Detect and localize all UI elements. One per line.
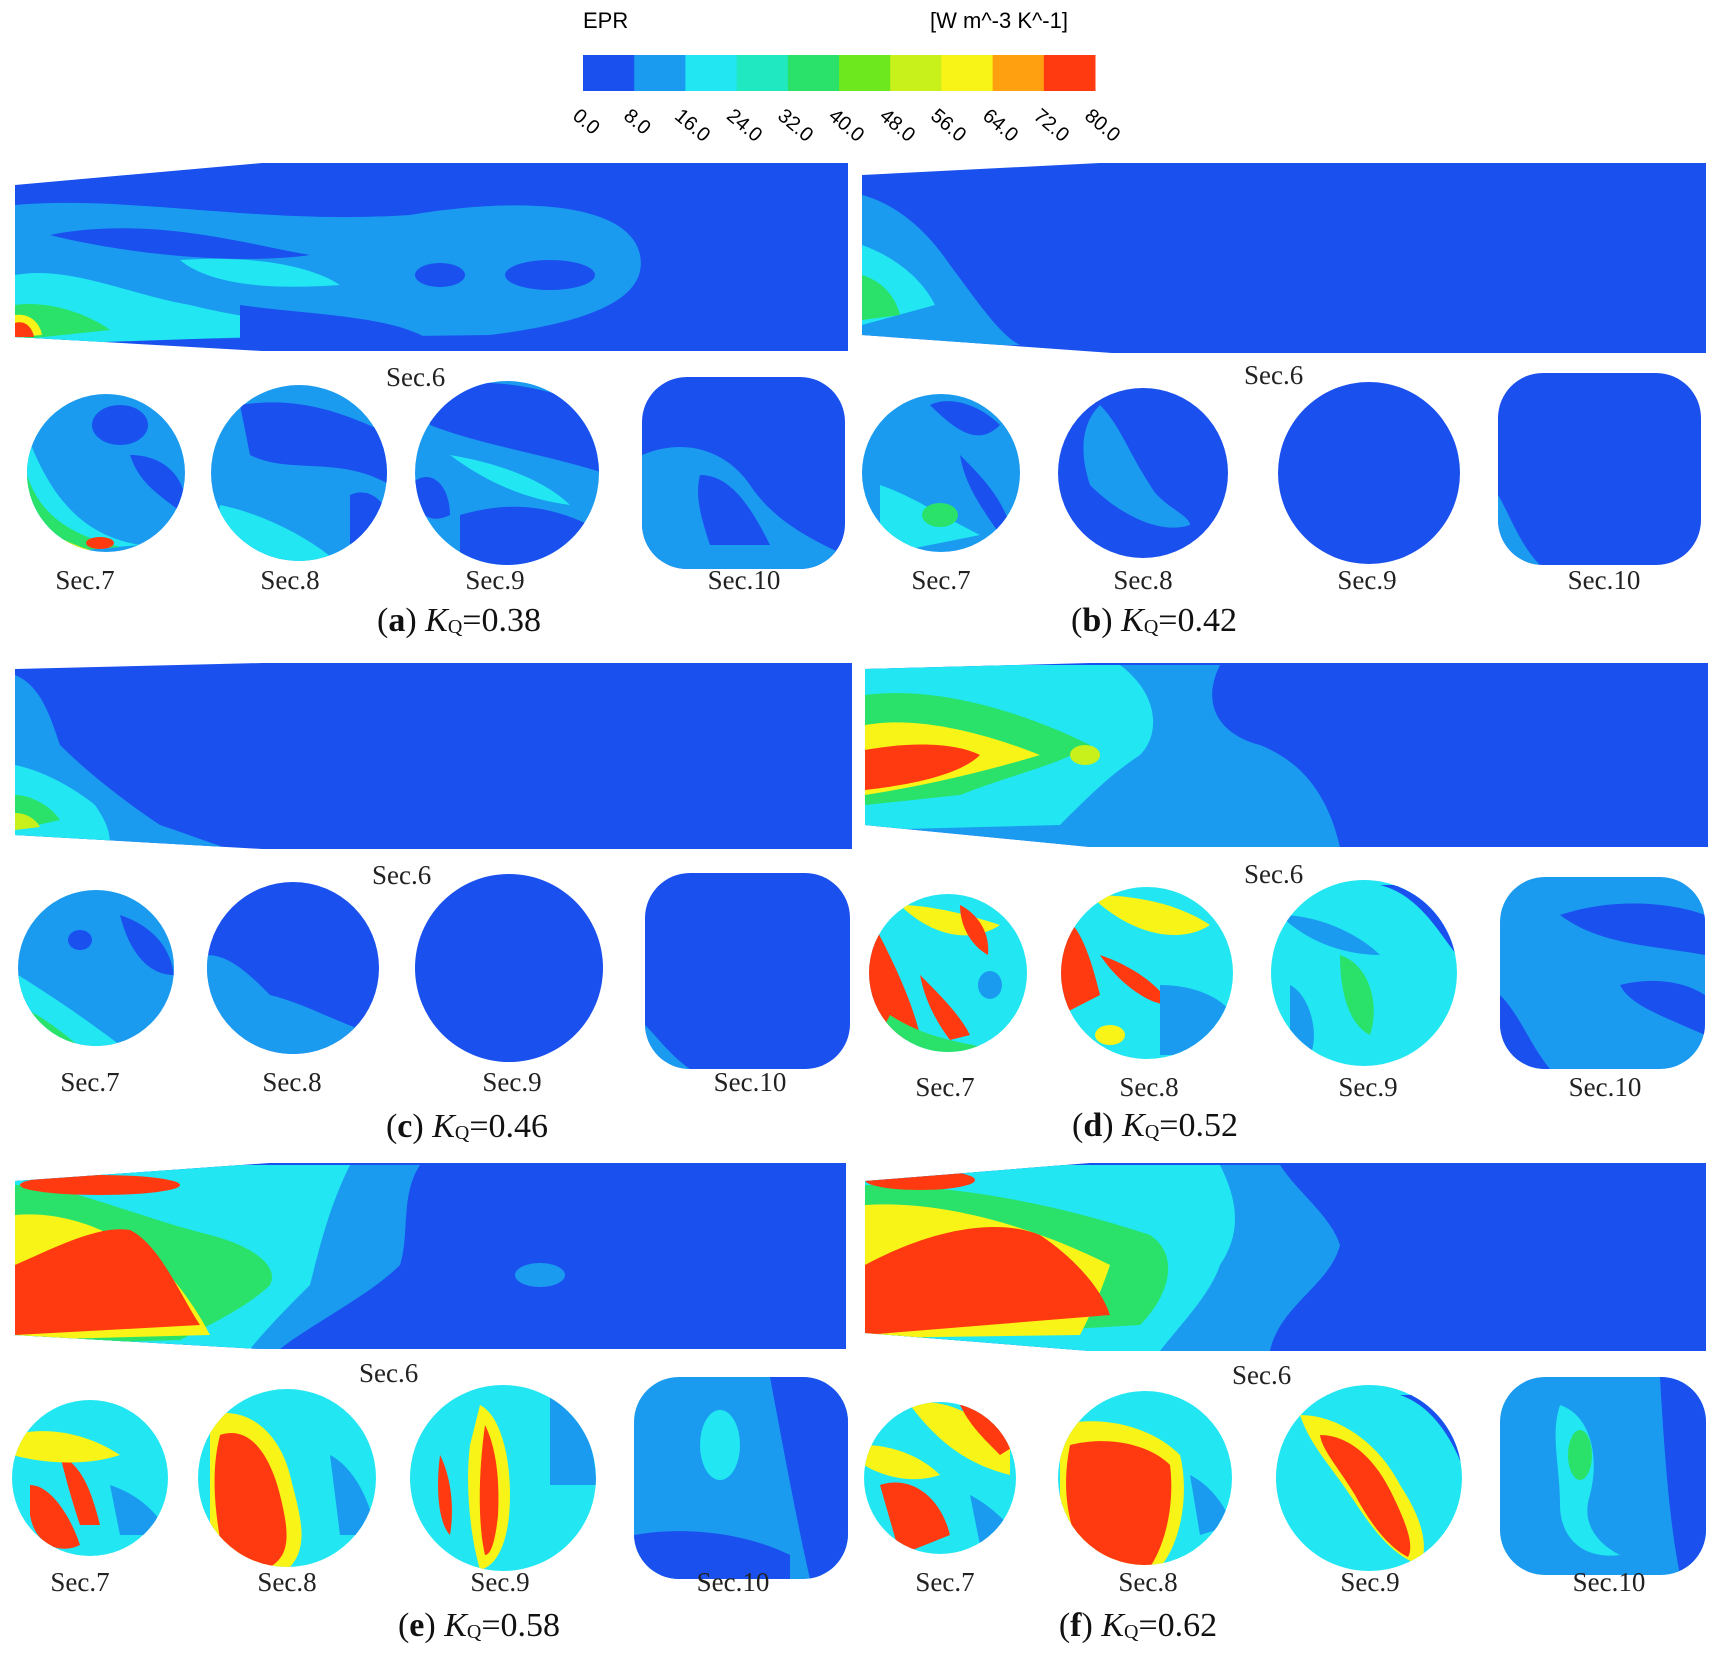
- sec9-label: Sec.9: [482, 1067, 542, 1097]
- legend-swatch: [787, 55, 840, 91]
- color-legend: EPR [W m^-3 K^-1] 0.0 8.0 16.0 24.0 32.0 40.0…: [0, 0, 1719, 160]
- longitudinal-section-sec6: [862, 163, 1706, 353]
- legend-swatch: [1043, 55, 1096, 91]
- legend-swatch: [941, 55, 994, 91]
- sec9-contours: [410, 1385, 596, 1571]
- panel-a: Sec.6 Sec.7 Sec.8 Sec.9 Sec.10 (a) KQ=0.…: [10, 155, 862, 655]
- sec10-label: Sec.10: [1567, 565, 1641, 595]
- legend-swatch: [890, 55, 942, 91]
- sec7-contours: [27, 394, 185, 552]
- sec7-label: Sec.7: [911, 565, 971, 595]
- sec10-contours: [1500, 877, 1705, 1069]
- sec7-label: Sec.7: [915, 1567, 975, 1597]
- sec10-contours: [642, 377, 845, 569]
- sec6-contour-regions: [15, 202, 641, 345]
- sec9-label: Sec.9: [465, 565, 525, 595]
- sec7-label: Sec.7: [50, 1567, 110, 1597]
- sec9-contours: [415, 874, 603, 1062]
- sec9-contours: [1278, 382, 1460, 564]
- sec10-contours: [1498, 373, 1701, 565]
- sec8-label: Sec.8: [262, 1067, 322, 1097]
- panel-caption: (c) KQ=0.46: [385, 1108, 549, 1145]
- sec7-contours: [862, 394, 1020, 552]
- sec8-contours: [1061, 887, 1233, 1059]
- panel-d: Sec.6 Sec.7 Sec.8 Sec.9 Sec.10 (d) KQ=0.…: [860, 655, 1712, 1155]
- panel-c: Sec.6 Sec.7 Sec.8 Sec.9 Sec.10 (c) KQ=0.…: [10, 655, 862, 1155]
- panel-c-contours: [15, 663, 852, 1069]
- panel-b: Sec.6 Sec.7 Sec.8 Sec.9 Sec.10 (b) KQ=0.…: [860, 155, 1712, 655]
- legend-colorbar: [583, 55, 1096, 91]
- legend-swatch: [685, 55, 738, 91]
- sec8-label: Sec.8: [1118, 1567, 1178, 1597]
- sec10-label: Sec.10: [1568, 1072, 1642, 1102]
- sec8-contours: [1058, 388, 1228, 558]
- sec8-label: Sec.8: [257, 1567, 317, 1597]
- panel-e: Sec.6 Sec.7 Sec.8 Sec.9 Sec.10 (e) KQ=0.…: [10, 1155, 862, 1655]
- legend-swatch: [839, 55, 891, 91]
- sec6-label: Sec.6: [1244, 360, 1304, 390]
- panel-e-contours: [12, 1163, 848, 1579]
- panel-caption: (d) KQ=0.52: [1072, 1107, 1238, 1144]
- sec10-contours: [1500, 1377, 1706, 1575]
- panel-b-contours: [862, 163, 1706, 565]
- sec9-contours: [1271, 880, 1457, 1066]
- sec8-contours: [207, 882, 379, 1054]
- legend-unit: [W m^-3 K^-1]: [930, 8, 1068, 33]
- sec10-contours: [634, 1377, 848, 1579]
- panel-a-contours: [15, 163, 848, 569]
- sec6-contour-regions: [865, 1165, 1340, 1351]
- sec8-contours: [1058, 1391, 1232, 1565]
- sec10-label: Sec.10: [707, 565, 781, 595]
- sec6-label: Sec.6: [1244, 859, 1304, 889]
- panel-caption: (b) KQ=0.42: [1071, 602, 1237, 639]
- sec6-contour-regions: [865, 665, 1340, 847]
- sec10-contours: [645, 873, 850, 1069]
- sec6-label: Sec.6: [386, 362, 446, 392]
- panel-caption: (e) KQ=0.58: [397, 1607, 561, 1644]
- panel-d-contours: [865, 663, 1708, 1069]
- sec9-contours: [415, 381, 599, 565]
- sec6-contour-regions: [15, 1165, 565, 1349]
- sec10-label: Sec.10: [1572, 1567, 1646, 1597]
- sec7-contours: [18, 890, 174, 1046]
- sec9-label: Sec.9: [1337, 565, 1397, 595]
- sec6-label: Sec.6: [359, 1358, 419, 1388]
- sec7-contours: [864, 1402, 1016, 1554]
- sec6-contour-regions: [15, 675, 230, 849]
- longitudinal-section-sec6: [15, 663, 852, 849]
- sec9-label: Sec.9: [470, 1567, 530, 1597]
- sec7-label: Sec.7: [915, 1072, 975, 1102]
- sec6-contour-regions: [862, 195, 1020, 345]
- sec9-contours: [1276, 1385, 1462, 1571]
- sec9-label: Sec.9: [1340, 1567, 1400, 1597]
- sec10-label: Sec.10: [696, 1567, 770, 1597]
- legend-swatch: [992, 55, 1045, 91]
- legend-swatch: [583, 55, 635, 91]
- sec6-label: Sec.6: [1232, 1360, 1292, 1390]
- sec8-label: Sec.8: [260, 565, 320, 595]
- sec10-label: Sec.10: [713, 1067, 787, 1097]
- sec6-label: Sec.6: [372, 860, 432, 890]
- sec7-contours: [12, 1400, 168, 1556]
- sec7-label: Sec.7: [60, 1067, 120, 1097]
- panel-caption: (a) KQ=0.38: [377, 602, 541, 639]
- sec8-label: Sec.8: [1119, 1072, 1179, 1102]
- legend-variable-name: EPR: [583, 8, 629, 33]
- panel-caption: (f) KQ=0.62: [1058, 1607, 1218, 1644]
- panel-f-contours: [864, 1163, 1706, 1575]
- sec8-label: Sec.8: [1113, 565, 1173, 595]
- legend-swatch: [736, 55, 789, 91]
- legend-swatch: [634, 55, 686, 91]
- sec9-label: Sec.9: [1338, 1072, 1398, 1102]
- panel-f: Sec.6 Sec.7 Sec.8 Sec.9 Sec.10 (f) KQ=0.…: [860, 1155, 1712, 1655]
- sec7-label: Sec.7: [55, 565, 115, 595]
- sec8-contours: [198, 1389, 376, 1567]
